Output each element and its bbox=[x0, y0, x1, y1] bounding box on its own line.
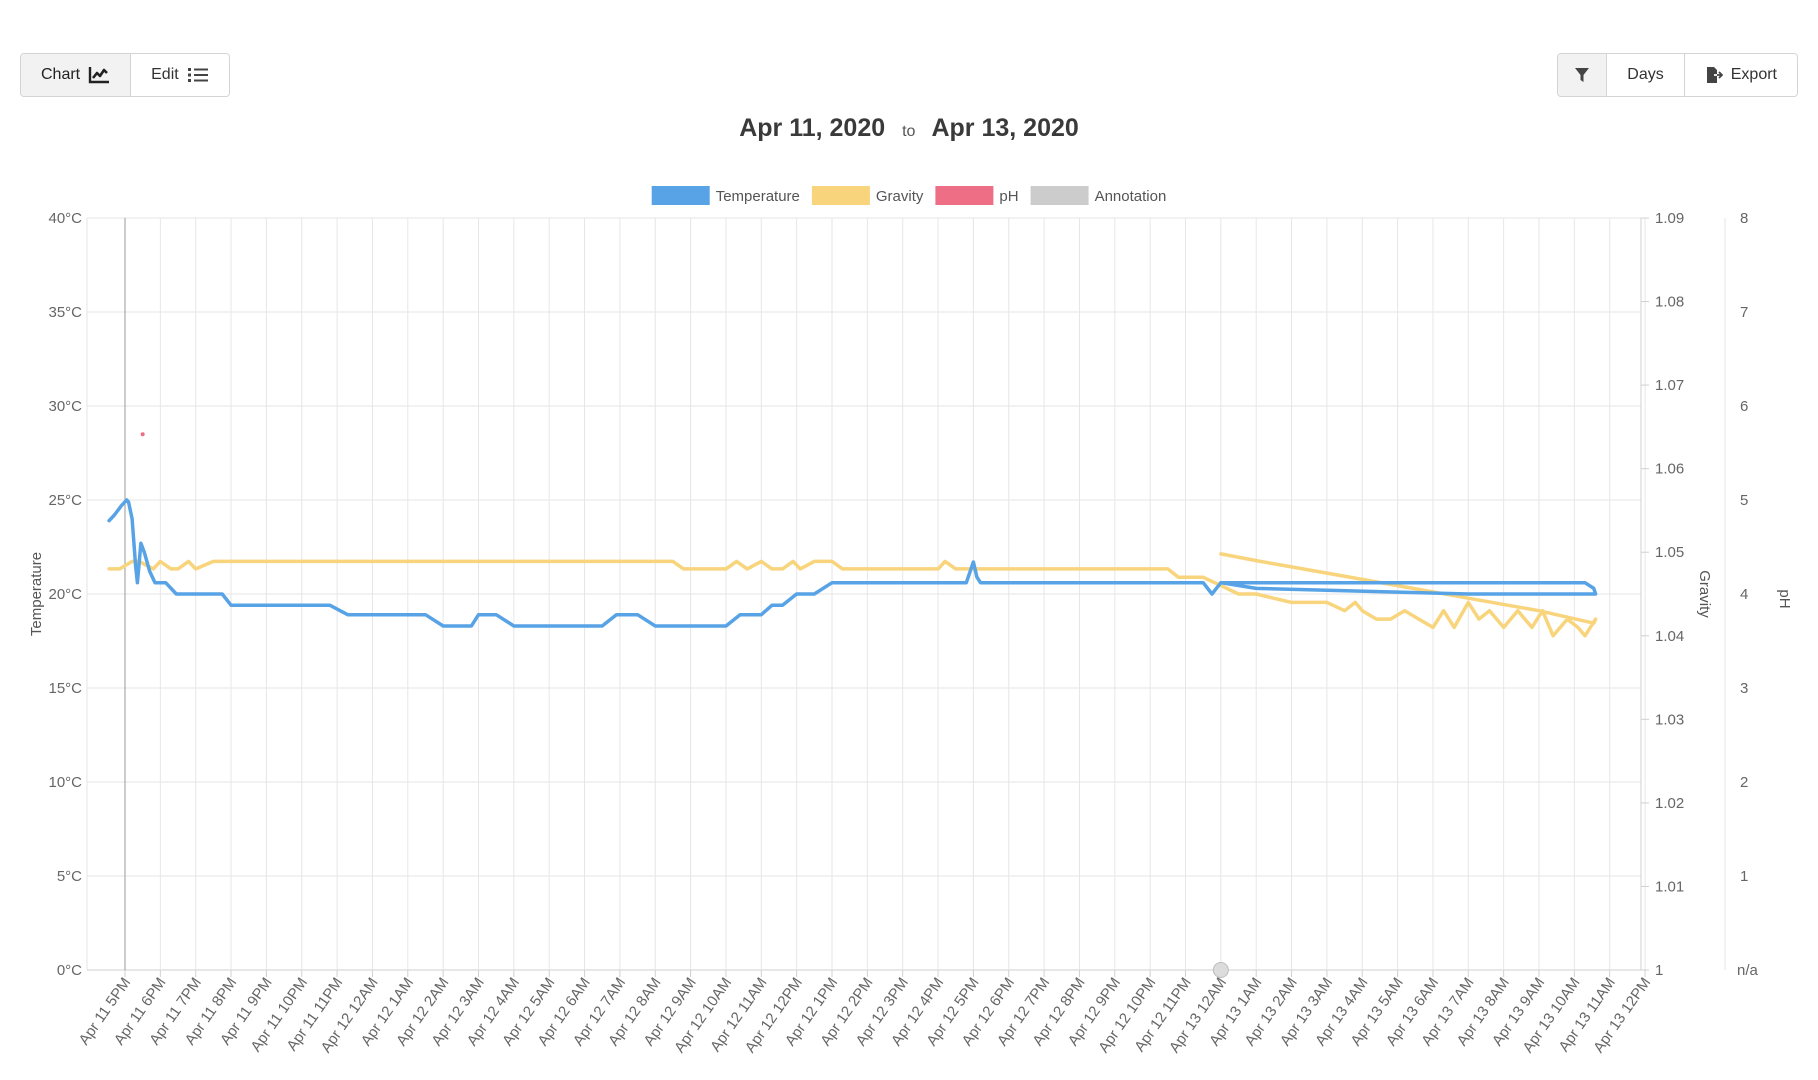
days-button[interactable]: Days bbox=[1607, 54, 1685, 96]
y-gravity-tick-label: 1.07 bbox=[1655, 377, 1684, 394]
y-gravity-tick-label: 1.09 bbox=[1655, 210, 1684, 227]
list-icon bbox=[187, 68, 208, 82]
chart-line-icon bbox=[88, 67, 110, 84]
gravity-series-line bbox=[107, 552, 1598, 638]
y-gravity-tick-label: 1.08 bbox=[1655, 294, 1684, 311]
y-left-tick-label: 15°C bbox=[48, 680, 82, 697]
y-gravity-tick-label: 1.01 bbox=[1655, 878, 1684, 895]
y-left-tick-label: 30°C bbox=[48, 398, 82, 415]
filter-button[interactable] bbox=[1558, 54, 1608, 96]
y-gravity-tick-label: 1.06 bbox=[1655, 461, 1684, 478]
y-left-tick-label: 0°C bbox=[57, 962, 82, 979]
y-ph-axis-title: pH bbox=[1776, 589, 1793, 608]
legend-label: Gravity bbox=[876, 188, 924, 205]
legend-swatch bbox=[811, 186, 870, 205]
y-ph-tick-label: 7 bbox=[1740, 304, 1748, 321]
ph-series-point bbox=[140, 432, 145, 437]
legend-swatch bbox=[935, 186, 994, 205]
y-left-tick-label: 40°C bbox=[48, 210, 82, 227]
y-ph-tick-label: 2 bbox=[1740, 774, 1748, 791]
view-toggle-group: Chart Edit bbox=[20, 53, 230, 97]
y-left-tick-label: 10°C bbox=[48, 774, 82, 791]
legend-swatch bbox=[651, 186, 710, 205]
chart-view-button[interactable]: Chart bbox=[21, 54, 132, 96]
export-file-icon bbox=[1706, 67, 1723, 83]
date-range-start: Apr 11, 2020 bbox=[739, 114, 886, 142]
date-range-title: Apr 11, 2020 to Apr 13, 2020 bbox=[0, 114, 1818, 143]
date-range-to: to bbox=[902, 123, 916, 140]
edit-view-button[interactable]: Edit bbox=[131, 54, 229, 96]
legend-label: Temperature bbox=[716, 188, 800, 205]
export-button-label: Export bbox=[1730, 66, 1777, 83]
chart-actions-group: Days Export bbox=[1557, 53, 1798, 97]
days-button-label: Days bbox=[1627, 66, 1664, 83]
y-left-tick-label: 20°C bbox=[48, 586, 82, 603]
y-gravity-tick-label: 1 bbox=[1655, 962, 1663, 979]
y-ph-tick-label: 5 bbox=[1740, 492, 1748, 509]
legend-swatch bbox=[1030, 186, 1089, 205]
export-button[interactable]: Export bbox=[1684, 54, 1797, 96]
y-left-tick-label: 5°C bbox=[57, 868, 82, 885]
y-gravity-axis-title: Gravity bbox=[1696, 570, 1713, 618]
y-ph-tick-label: 4 bbox=[1740, 586, 1748, 603]
y-gravity-tick-label: 1.04 bbox=[1655, 628, 1684, 645]
y-left-tick-label: 35°C bbox=[48, 304, 82, 321]
legend-label: pH bbox=[999, 188, 1018, 205]
y-gravity-tick-label: 1.02 bbox=[1655, 795, 1684, 812]
date-range-end: Apr 13, 2020 bbox=[931, 114, 1079, 142]
y-ph-tick-label: 3 bbox=[1740, 680, 1748, 697]
y-gravity-tick-label: 1.03 bbox=[1655, 711, 1684, 728]
y-left-tick-label: 25°C bbox=[48, 492, 82, 509]
y-ph-tick-label: 8 bbox=[1740, 210, 1748, 227]
filter-icon bbox=[1575, 68, 1590, 82]
y-ph-tick-label: n/a bbox=[1737, 962, 1759, 979]
y-ph-tick-label: 1 bbox=[1740, 868, 1748, 885]
y-left-axis-title: Temperature bbox=[28, 552, 45, 636]
y-ph-tick-label: 6 bbox=[1740, 398, 1748, 415]
legend-label: Annotation bbox=[1095, 188, 1167, 205]
temperature-series-line bbox=[107, 498, 1598, 628]
annotation-marker bbox=[1212, 962, 1229, 978]
chart-button-label: Chart bbox=[41, 66, 81, 83]
edit-button-label: Edit bbox=[151, 66, 179, 83]
y-gravity-tick-label: 1.05 bbox=[1655, 544, 1684, 561]
